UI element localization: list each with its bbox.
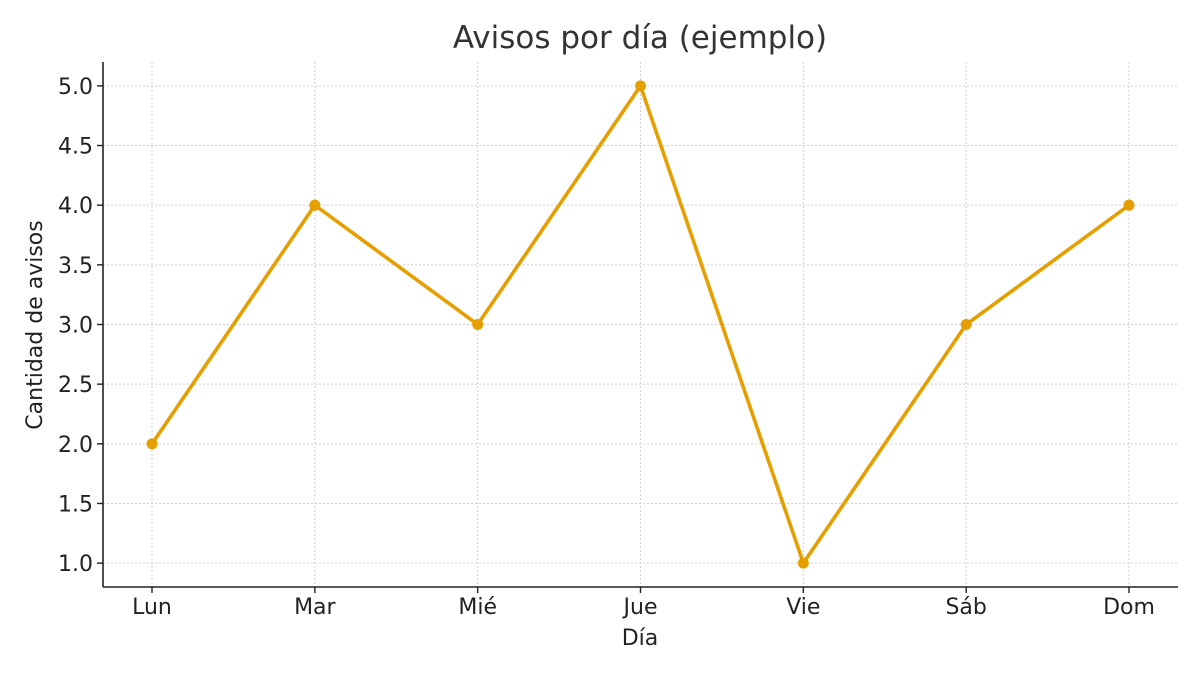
data-point <box>146 438 158 450</box>
x-tick-label: Jue <box>622 595 658 620</box>
data-point <box>635 80 646 92</box>
y-tick-label: 3.5 <box>58 254 93 279</box>
y-tick-label: 4.5 <box>58 135 93 160</box>
x-axis-label: Día <box>622 626 659 651</box>
data-point <box>797 557 809 569</box>
y-axis-label: Cantidad de avisos <box>23 220 48 429</box>
data-point <box>1123 199 1135 211</box>
y-tick-label: 1.0 <box>58 552 93 577</box>
x-tick-label: Lun <box>132 595 172 620</box>
y-tick-label: 1.5 <box>58 492 93 517</box>
series-layer <box>146 80 1135 569</box>
y-tick-label: 5.0 <box>58 75 93 100</box>
data-point <box>472 319 484 330</box>
data-point <box>960 319 972 330</box>
x-tick-label: Dom <box>1103 595 1155 620</box>
grid-layer <box>103 62 1178 587</box>
y-tick-label: 2.5 <box>58 373 93 398</box>
y-tick-label: 3.0 <box>58 314 93 339</box>
data-point <box>309 199 321 211</box>
x-tick-label: Vie <box>786 595 820 620</box>
y-tick-label: 4.0 <box>58 194 93 219</box>
chart-title: Avisos por día (ejemplo) <box>453 20 827 56</box>
x-tick-label: Mar <box>294 595 336 620</box>
x-tick-label: Sáb <box>945 595 986 620</box>
x-tick-label: Mié <box>458 595 497 620</box>
ticks-layer: 1.0 1.5 2.0 2.5 3.0 3.5 4.0 4.5 5.0 Lun Mar Mié Jue V… <box>58 75 1155 620</box>
y-tick-label: 2.0 <box>58 433 93 458</box>
